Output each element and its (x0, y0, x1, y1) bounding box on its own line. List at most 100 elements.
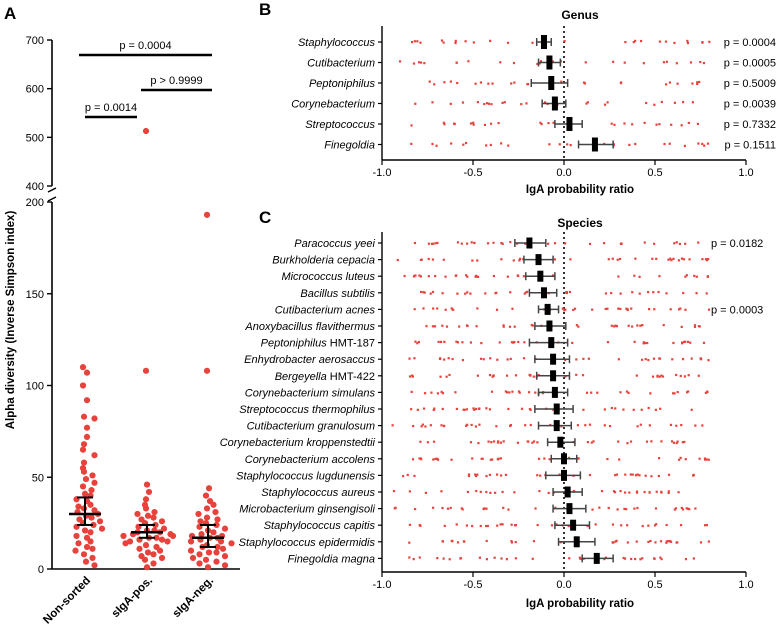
data-point (474, 474, 478, 478)
data-point (432, 408, 435, 412)
data-point (512, 259, 515, 262)
data-point (553, 258, 557, 261)
data-point (619, 292, 622, 295)
data-point (707, 308, 711, 311)
data-point (213, 521, 220, 529)
data-point (536, 62, 539, 65)
data-point (487, 82, 490, 85)
data-point (634, 257, 637, 260)
data-point (83, 424, 91, 431)
data-point (79, 364, 87, 371)
data-point (401, 475, 405, 478)
data-point (525, 291, 528, 294)
data-point (470, 423, 473, 427)
data-point (433, 325, 437, 328)
data-point (481, 457, 484, 460)
data-point (88, 514, 95, 521)
median-marker (557, 436, 564, 448)
data-point (477, 442, 480, 445)
data-point (441, 407, 444, 411)
y-tick-label: 100 (26, 381, 44, 393)
data-point (632, 40, 635, 44)
data-point (575, 373, 578, 376)
median-marker (591, 137, 598, 152)
data-point (469, 341, 473, 344)
data-point (488, 408, 491, 411)
data-point (83, 543, 91, 551)
data-point (633, 507, 636, 510)
data-point (623, 557, 627, 560)
data-point (441, 392, 444, 395)
data-point (647, 406, 650, 410)
data-point (647, 540, 650, 544)
data-point (499, 474, 503, 477)
data-point (701, 424, 704, 427)
data-point (657, 474, 660, 478)
data-point (651, 375, 655, 378)
data-point (413, 40, 416, 43)
data-point (640, 358, 644, 361)
data-point (80, 468, 88, 475)
data-point (572, 308, 575, 312)
data-point (145, 488, 153, 496)
data-point (617, 275, 620, 278)
data-point (465, 242, 469, 245)
genus-name: Cutibacterium (275, 304, 343, 316)
data-point (681, 100, 685, 104)
data-point (509, 291, 512, 294)
data-point (430, 391, 433, 394)
genus-name: Staphylococcus (261, 487, 339, 499)
data-point (627, 324, 630, 327)
data-point (413, 241, 417, 245)
data-point (213, 558, 220, 565)
data-point (594, 523, 597, 526)
data-point (706, 390, 709, 394)
data-point (616, 508, 619, 511)
data-point (441, 540, 444, 543)
data-point (423, 291, 426, 294)
data-point (392, 490, 396, 493)
category-label: Enhydrobacter aerosaccus (244, 354, 375, 366)
axis-break-mark (47, 187, 57, 193)
data-point (478, 407, 481, 410)
data-point (448, 373, 451, 377)
data-point (660, 557, 663, 561)
species-name: aureus (338, 487, 375, 499)
data-point (423, 392, 427, 395)
data-point (623, 122, 626, 125)
data-point (642, 62, 645, 65)
data-point (517, 340, 520, 344)
data-point (664, 40, 668, 43)
data-point (436, 457, 439, 460)
data-point (436, 307, 439, 310)
data-point (217, 538, 225, 545)
data-point (455, 340, 458, 343)
data-point (454, 391, 457, 394)
data-point (478, 423, 481, 426)
data-point (505, 391, 509, 394)
data-point (569, 144, 572, 147)
data-point (202, 492, 210, 499)
data-point (419, 275, 422, 278)
data-point (652, 357, 656, 360)
data-point (442, 41, 445, 44)
data-point (187, 547, 195, 554)
data-point (619, 489, 622, 493)
data-point (492, 440, 496, 443)
data-point (660, 100, 663, 104)
data-point (678, 458, 681, 461)
data-point (584, 424, 587, 427)
data-point (510, 82, 513, 85)
data-point (499, 457, 502, 460)
data-point (431, 290, 435, 294)
data-point (522, 275, 525, 278)
data-point (604, 292, 608, 295)
data-point (511, 390, 514, 393)
data-point (707, 458, 710, 461)
data-point (424, 425, 427, 428)
species-name: granulosum (314, 421, 375, 433)
median-marker (566, 503, 573, 515)
data-point (645, 101, 648, 105)
data-point (523, 341, 526, 344)
data-point (475, 489, 478, 493)
